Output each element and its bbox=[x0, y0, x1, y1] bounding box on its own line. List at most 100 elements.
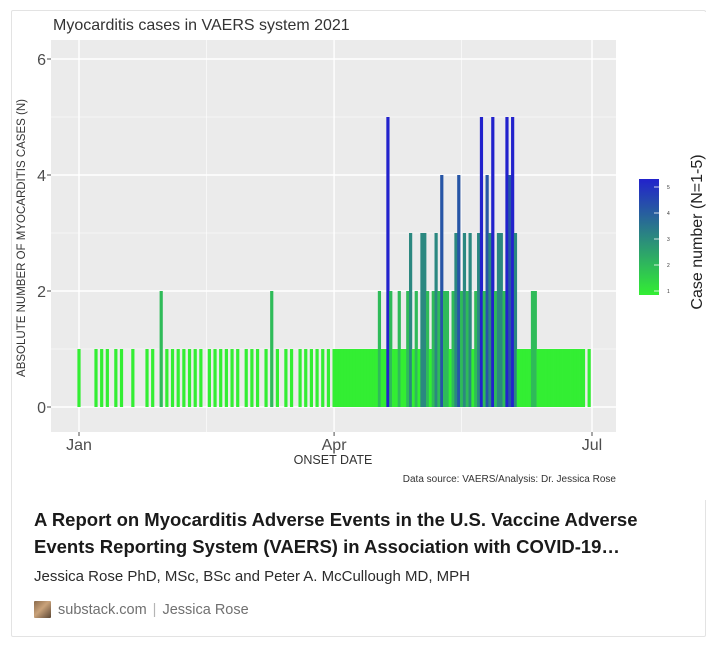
data-bar bbox=[315, 349, 319, 407]
y-tick-label: 2 bbox=[37, 284, 46, 301]
data-bar bbox=[309, 349, 314, 407]
data-bar bbox=[386, 117, 390, 407]
data-bar bbox=[284, 349, 288, 407]
post-source[interactable]: substack.com | Jessica Rose bbox=[34, 601, 249, 618]
data-bar bbox=[519, 349, 523, 407]
data-bar bbox=[477, 233, 481, 407]
y-axis-label: ABSOLUTE NUMBER OF MYOCARDITIS CASES (N) bbox=[16, 99, 28, 377]
data-bar bbox=[377, 291, 382, 407]
data-bar bbox=[332, 349, 336, 407]
data-bar bbox=[145, 349, 149, 407]
data-bar bbox=[343, 349, 348, 407]
data-bar bbox=[326, 349, 331, 407]
x-tick-label: Jan bbox=[66, 437, 92, 454]
data-bar bbox=[400, 349, 404, 407]
data-bar bbox=[488, 233, 492, 407]
data-bar bbox=[187, 349, 192, 407]
data-bar bbox=[119, 349, 124, 407]
data-bar bbox=[434, 233, 438, 407]
data-bar bbox=[94, 349, 98, 407]
data-bar bbox=[431, 291, 435, 407]
data-bar bbox=[550, 349, 554, 407]
data-bar bbox=[389, 291, 393, 407]
data-bar bbox=[131, 349, 135, 407]
chart-title: Myocarditis cases in VAERS system 2021 bbox=[53, 17, 350, 34]
chart-image: 0 2 4 6 Jan Apr Jul Myocarditis cases in VAERS … bbox=[13, 12, 706, 500]
data-bar bbox=[100, 349, 104, 407]
data-bar bbox=[567, 349, 571, 407]
data-bar bbox=[547, 349, 552, 407]
data-bar bbox=[244, 349, 248, 407]
data-bar bbox=[581, 349, 586, 407]
x-axis-label: ONSET DATE bbox=[294, 453, 373, 467]
data-bar bbox=[559, 349, 563, 407]
data-bar bbox=[471, 349, 475, 407]
data-bar bbox=[570, 349, 574, 407]
data-bar bbox=[499, 233, 503, 407]
data-bar bbox=[165, 349, 169, 407]
post-title[interactable]: A Report on Myocarditis Adverse Events i… bbox=[34, 509, 638, 557]
data-bar bbox=[338, 349, 342, 407]
data-bar bbox=[193, 349, 197, 407]
data-bar bbox=[230, 349, 234, 407]
data-bar bbox=[170, 349, 175, 407]
source-domain[interactable]: substack.com bbox=[58, 601, 147, 618]
data-bar bbox=[579, 349, 583, 407]
data-bar bbox=[411, 349, 416, 407]
data-bar bbox=[366, 349, 370, 407]
data-bar bbox=[528, 349, 532, 407]
data-bar bbox=[443, 291, 447, 407]
data-bar bbox=[250, 349, 254, 407]
data-bar bbox=[530, 291, 535, 407]
data-bar bbox=[275, 349, 279, 407]
data-bar bbox=[369, 349, 373, 407]
data-bar bbox=[525, 349, 529, 407]
legend-tick-label: 5 bbox=[667, 185, 670, 191]
data-bar bbox=[474, 291, 478, 407]
data-bar bbox=[207, 349, 211, 407]
data-bar bbox=[105, 349, 109, 407]
x-tick-label: Jul bbox=[582, 437, 602, 454]
data-bar bbox=[536, 349, 540, 407]
data-bar bbox=[576, 349, 580, 407]
data-bar bbox=[213, 349, 217, 407]
data-bar bbox=[556, 349, 560, 407]
post-byline: Jessica Rose PhD, MSc, BSc and Peter A. … bbox=[34, 568, 470, 585]
data-bar bbox=[380, 349, 384, 407]
data-bar bbox=[77, 349, 81, 407]
data-bar bbox=[460, 291, 464, 407]
data-bar bbox=[151, 349, 155, 407]
data-bar bbox=[468, 233, 472, 407]
data-bar bbox=[494, 291, 498, 407]
data-bar bbox=[553, 349, 557, 407]
data-bar bbox=[383, 349, 387, 407]
data-bar bbox=[321, 349, 325, 407]
data-bar bbox=[357, 349, 362, 407]
data-bar bbox=[482, 291, 486, 407]
data-bar bbox=[457, 175, 461, 407]
data-bar bbox=[176, 349, 180, 407]
data-bar bbox=[352, 349, 356, 407]
data-bar bbox=[522, 349, 526, 407]
data-bar bbox=[496, 233, 501, 407]
data-bar bbox=[182, 349, 186, 407]
data-bar bbox=[363, 349, 367, 407]
data-bar bbox=[465, 291, 469, 407]
data-bar bbox=[219, 349, 223, 407]
legend-title: Case number (N=1-5) bbox=[689, 154, 706, 309]
data-bar bbox=[445, 291, 450, 407]
data-bar bbox=[374, 349, 379, 407]
data-bar bbox=[414, 291, 418, 407]
link-preview-card[interactable]: 0 2 4 6 Jan Apr Jul Myocarditis cases in VAERS … bbox=[11, 10, 706, 637]
data-bar bbox=[516, 349, 520, 407]
data-bar bbox=[114, 349, 118, 407]
data-bar bbox=[564, 349, 569, 407]
data-bar bbox=[255, 349, 260, 407]
data-bar bbox=[289, 349, 294, 407]
legend-colorbar bbox=[639, 179, 659, 295]
y-tick-label: 4 bbox=[37, 168, 46, 185]
legend-tick-label: 3 bbox=[667, 237, 670, 243]
data-bar bbox=[426, 291, 430, 407]
data-bar bbox=[406, 291, 410, 407]
data-bar bbox=[451, 291, 455, 407]
